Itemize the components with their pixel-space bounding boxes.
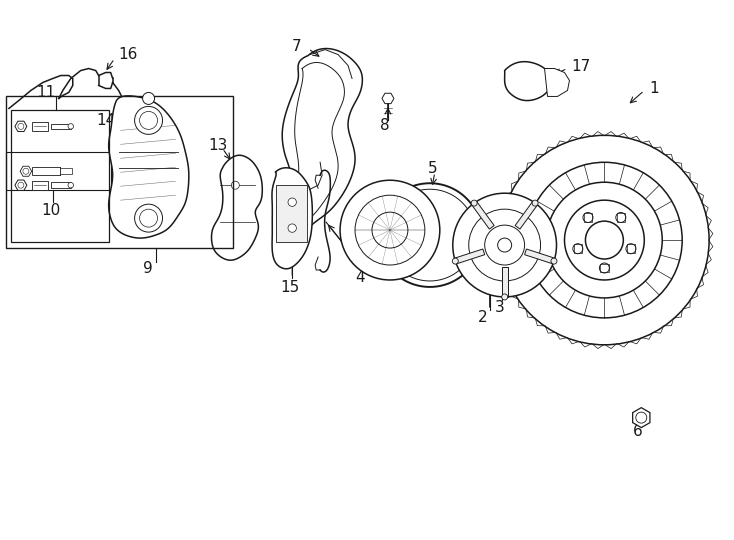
Circle shape [471,200,477,206]
Polygon shape [211,156,262,260]
Circle shape [68,124,73,129]
Bar [617,213,625,222]
Text: 17: 17 [572,59,591,74]
Bar [573,245,582,253]
Bar [584,213,592,222]
Circle shape [573,244,583,254]
Circle shape [134,204,162,232]
Bar [32,167,59,176]
Polygon shape [515,201,537,229]
Circle shape [564,200,644,280]
Polygon shape [633,408,650,428]
Text: 14: 14 [97,113,116,128]
Circle shape [551,258,557,264]
Polygon shape [109,96,189,238]
Circle shape [616,213,626,222]
Polygon shape [501,267,508,297]
Polygon shape [20,166,32,176]
Text: 10: 10 [41,202,60,218]
Polygon shape [504,62,552,100]
Circle shape [288,224,297,232]
Text: 3: 3 [495,300,504,315]
Text: 5: 5 [428,161,437,176]
Circle shape [340,180,440,280]
Text: 4: 4 [355,271,365,286]
Circle shape [453,193,556,297]
Bar [51,124,70,129]
Circle shape [532,200,538,206]
Polygon shape [280,49,363,232]
Bar [11,110,109,242]
Polygon shape [545,69,570,97]
Circle shape [600,263,609,273]
Polygon shape [382,93,394,104]
Circle shape [231,181,239,189]
Bar [600,264,608,272]
Bar [6,152,111,190]
Circle shape [355,195,425,265]
Ellipse shape [120,107,137,117]
Bar [59,168,71,174]
Polygon shape [525,249,555,264]
Circle shape [452,258,458,264]
Bar [6,97,233,248]
Text: 13: 13 [208,138,228,153]
Text: 11: 11 [36,85,55,100]
Polygon shape [15,121,27,132]
Circle shape [583,213,593,222]
Circle shape [501,294,508,300]
Circle shape [142,92,155,104]
Circle shape [498,238,512,252]
Circle shape [134,106,162,134]
Circle shape [68,183,73,188]
Circle shape [291,188,299,196]
Circle shape [288,198,297,206]
Text: 1: 1 [650,81,659,96]
Circle shape [372,212,408,248]
Bar [627,245,635,253]
Circle shape [626,244,636,254]
Text: 2: 2 [478,310,487,326]
Polygon shape [454,249,484,264]
Circle shape [484,225,525,265]
Polygon shape [15,180,27,191]
Bar [32,181,48,190]
Polygon shape [272,168,313,269]
Circle shape [586,221,623,259]
Circle shape [469,209,540,281]
Text: 7: 7 [292,39,302,54]
Polygon shape [472,201,494,229]
Bar [32,122,48,131]
Polygon shape [496,132,713,349]
Bar [51,183,70,188]
Text: 15: 15 [280,280,299,295]
Text: 6: 6 [633,424,643,439]
Text: 9: 9 [142,260,153,275]
Text: 12: 12 [352,253,371,267]
Text: 8: 8 [380,118,390,133]
Circle shape [636,412,647,423]
Polygon shape [276,185,307,242]
Text: 16: 16 [119,47,138,62]
